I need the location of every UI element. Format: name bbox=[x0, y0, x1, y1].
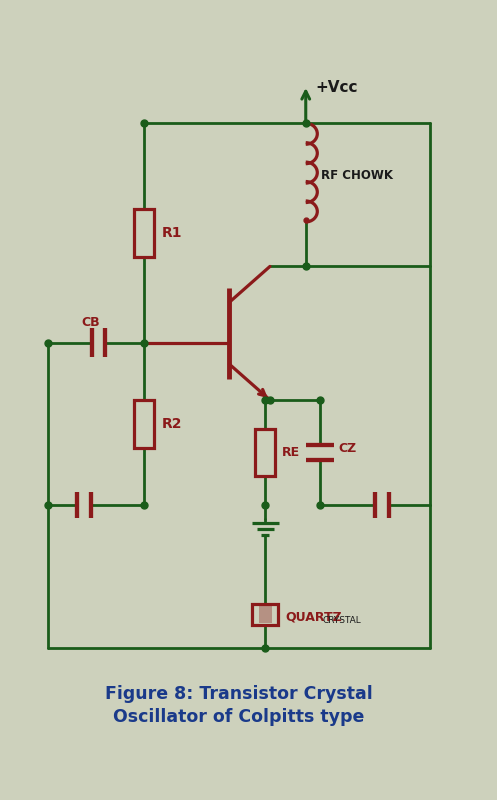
Text: CZ: CZ bbox=[338, 442, 356, 455]
Text: R1: R1 bbox=[162, 226, 182, 240]
Text: +Vcc: +Vcc bbox=[315, 80, 358, 95]
Bar bbox=[258, 606, 272, 623]
Text: QUARTZ: QUARTZ bbox=[285, 610, 342, 623]
Text: RE: RE bbox=[282, 446, 300, 459]
Text: CRYSTAL: CRYSTAL bbox=[323, 616, 361, 625]
Text: CB: CB bbox=[82, 316, 100, 330]
Bar bbox=[255, 429, 275, 476]
Text: Figure 8: Transistor Crystal
Oscillator of Colpitts type: Figure 8: Transistor Crystal Oscillator … bbox=[105, 685, 373, 726]
Bar bbox=[134, 209, 154, 257]
Bar bbox=[134, 400, 154, 448]
Bar bbox=[252, 604, 278, 626]
Text: RF CHOWK: RF CHOWK bbox=[321, 170, 393, 182]
Text: R2: R2 bbox=[162, 417, 182, 431]
